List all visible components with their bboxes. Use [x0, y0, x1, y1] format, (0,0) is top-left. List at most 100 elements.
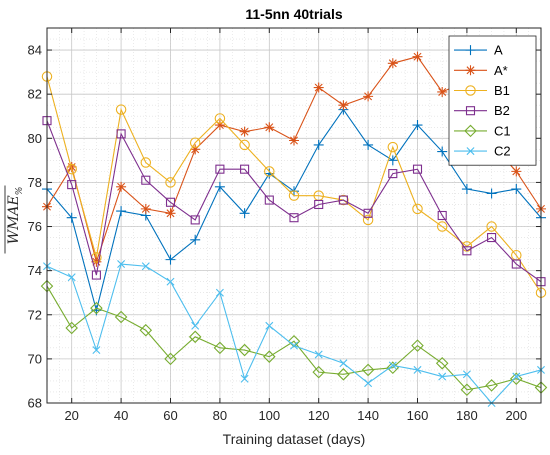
legend-label: A	[494, 43, 503, 58]
y-tick-label: 70	[28, 351, 42, 366]
legend-label: C1	[494, 123, 511, 138]
data-point	[66, 161, 77, 172]
data-point	[486, 221, 497, 232]
y-tick-label: 82	[28, 87, 42, 102]
data-point	[240, 374, 249, 383]
data-point	[510, 372, 523, 386]
data-point	[512, 372, 521, 381]
data-point	[215, 288, 224, 297]
data-point	[462, 370, 471, 379]
data-point	[486, 188, 497, 199]
data-point	[90, 301, 103, 315]
data-point	[116, 206, 127, 217]
axes-box	[46, 27, 542, 404]
data-point	[240, 164, 250, 174]
data-point	[66, 163, 77, 175]
data-point	[362, 214, 374, 226]
data-point	[67, 180, 77, 190]
legend-label: C2	[494, 144, 511, 159]
data-point	[116, 181, 127, 192]
data-point	[165, 197, 176, 207]
data-point	[465, 106, 476, 116]
data-point	[165, 177, 176, 188]
y-axis-label-subscript: %	[15, 187, 25, 196]
y-axis-label: WMAE%	[4, 185, 25, 254]
legend-entry: B1	[454, 83, 510, 98]
y-tick-label: 84	[28, 43, 42, 58]
data-point	[239, 126, 250, 137]
data-point	[290, 341, 298, 350]
x-tick-label: 180	[456, 408, 478, 423]
data-point	[364, 379, 373, 388]
data-point	[66, 212, 77, 223]
data-point	[190, 215, 200, 225]
legend: A A* B1 B2 C1 C2	[448, 35, 537, 166]
x-tick-label: 20	[64, 408, 78, 423]
x-tick-label: 80	[213, 408, 227, 423]
data-point	[141, 262, 150, 271]
y-tick-label: 72	[28, 307, 42, 322]
y-tick-label: 74	[28, 263, 42, 278]
data-point	[239, 139, 250, 151]
y-tick-label: 78	[28, 175, 42, 190]
y-tick-label: 80	[28, 131, 42, 146]
data-point	[438, 372, 447, 381]
data-point	[166, 277, 175, 286]
data-point	[388, 361, 397, 370]
legend-entry: C2	[454, 144, 511, 159]
data-point	[264, 166, 275, 177]
data-point	[91, 270, 101, 280]
legend-label: A*	[494, 63, 508, 78]
x-tick-label: 60	[163, 408, 177, 423]
legend-label: B1	[494, 83, 510, 98]
data-point	[289, 135, 299, 146]
data-point	[264, 122, 275, 133]
data-point	[65, 321, 78, 335]
series-c2	[43, 260, 545, 407]
data-point	[437, 86, 448, 97]
data-point	[263, 350, 276, 363]
chart-title: 11-5nn 40trials	[245, 6, 342, 22]
y-tick-label: 76	[28, 219, 42, 234]
data-point	[511, 259, 521, 269]
data-point	[213, 341, 227, 355]
series-b2	[42, 116, 546, 287]
data-point	[92, 346, 101, 355]
x-axis-label: Training dataset (days)	[223, 431, 366, 447]
series-line	[46, 285, 542, 391]
data-point	[214, 120, 225, 131]
data-point	[140, 157, 152, 168]
data-point	[361, 363, 375, 377]
data-point	[289, 213, 299, 223]
data-point	[139, 323, 153, 337]
data-point	[312, 365, 325, 379]
data-point	[288, 190, 300, 201]
data-point	[338, 195, 348, 205]
data-point	[214, 181, 225, 192]
data-point	[412, 203, 423, 215]
series-line	[46, 120, 542, 283]
x-tick-label: 140	[357, 408, 379, 423]
data-point	[412, 120, 423, 131]
data-point	[437, 210, 447, 221]
data-point	[387, 155, 398, 166]
data-point	[114, 310, 128, 324]
data-point	[436, 221, 448, 232]
data-point	[462, 246, 472, 256]
data-point	[387, 141, 399, 153]
data-point	[115, 104, 127, 115]
data-point	[465, 45, 476, 56]
data-point	[141, 175, 151, 185]
data-point	[465, 65, 476, 76]
data-point	[264, 195, 274, 205]
data-point	[337, 368, 350, 381]
data-point	[460, 383, 474, 397]
y-tick-label: 68	[28, 396, 42, 411]
data-point	[461, 184, 472, 195]
data-point	[338, 100, 349, 111]
axis-ticks: 20 40 60 80 100 120 140 160 180 200 68 70 72 74 76 78 80…	[28, 28, 541, 423]
data-point	[412, 164, 423, 174]
data-point	[313, 82, 324, 93]
data-point	[437, 146, 448, 157]
